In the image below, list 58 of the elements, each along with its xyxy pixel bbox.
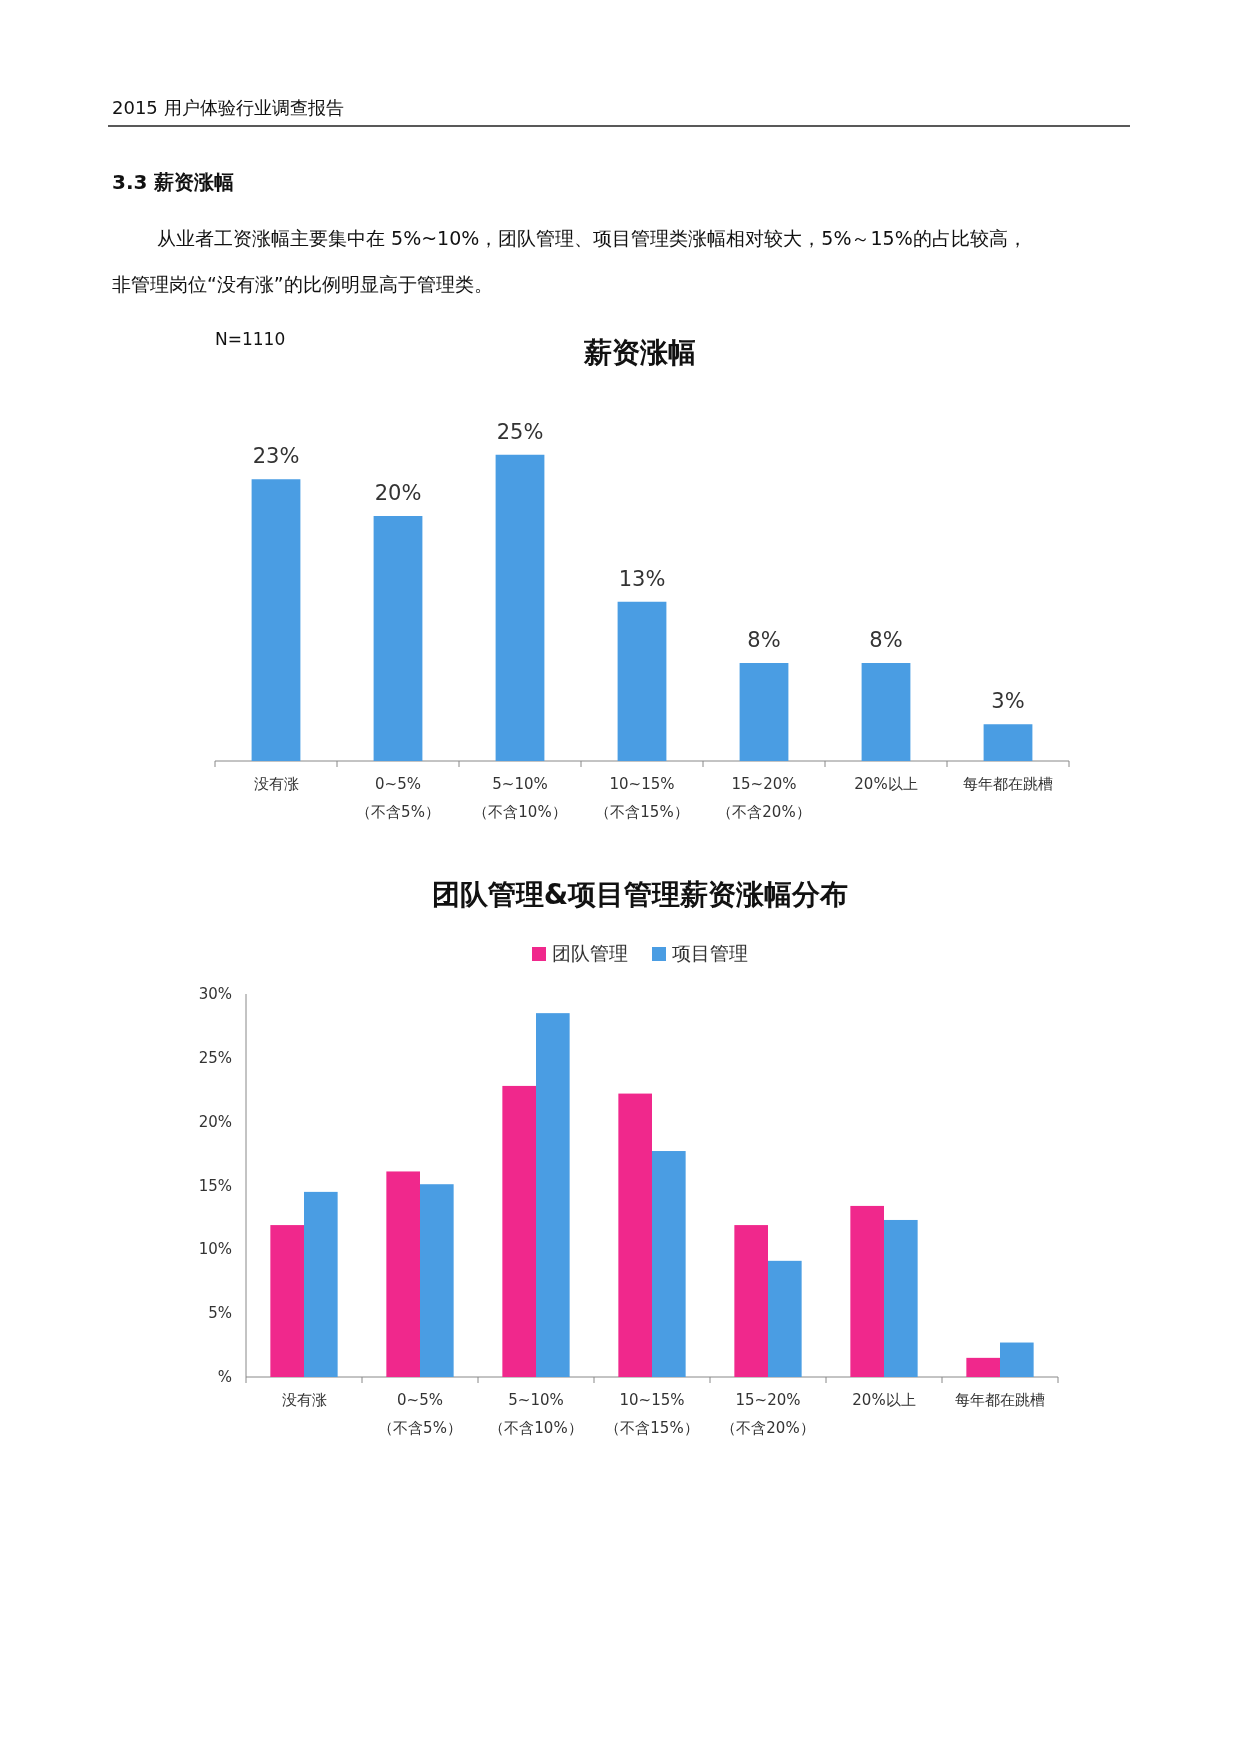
bar [617,601,667,761]
bar [495,454,545,761]
bar [768,1260,802,1377]
bar [739,663,789,761]
bar [251,479,301,761]
legend-label: 项目管理 [672,942,748,964]
x-tick-label: 每年都在跳槽 [963,775,1053,793]
x-tick-label: 没有涨 [281,1391,327,1409]
data-label: 25% [496,419,544,444]
bar [502,1085,536,1377]
bar [1000,1342,1034,1377]
x-tick-label: 5~10% （不含10%） [489,1391,583,1437]
x-tick-label: 每年都在跳槽 [955,1391,1045,1409]
bar [386,1171,420,1377]
y-tick-label: 15% [198,1176,232,1195]
bar [734,1225,768,1377]
legend-label: 团队管理 [552,942,628,964]
bar [304,1191,338,1377]
bar [652,1151,686,1377]
bar [420,1184,454,1377]
y-tick-label: 5% [208,1304,232,1323]
bar [850,1205,884,1377]
data-label: 13% [618,566,666,591]
x-tick-label: 5~10% （不含10%） [473,775,567,821]
x-tick-label: 没有涨 [253,775,299,793]
data-label: 20% [374,481,422,505]
x-tick-label: 15~20% （不含20%） [717,775,811,821]
bar [373,516,423,761]
y-tick-label: % [217,1368,232,1386]
x-tick-label: 20%以上 [854,775,918,793]
x-tick-label: 20%以上 [852,1391,916,1409]
text: 3.3 薪资涨幅 [112,170,235,194]
x-tick-label: 15~20% （不含20%） [721,1391,815,1437]
data-label: 8% [869,628,903,652]
bar [884,1219,918,1377]
x-tick-label: 10~15% （不含15%） [595,775,689,821]
bar [270,1225,304,1377]
y-tick-label: 25% [198,1048,232,1067]
data-label: 23% [252,444,300,469]
chart-title: 团队管理&项目管理薪资涨幅分布 [431,878,849,911]
chart-title: 薪资涨幅 [583,336,696,369]
data-label: 8% [747,628,781,652]
text: N=1110 [215,329,286,349]
text: 从业者工资涨幅主要集中在 5%~10%，团队管理、项目管理类涨幅相对较大，5%～15%的占比较高， [157,227,1027,249]
text: 2015 用户体验行业调查报告 [112,97,344,118]
bar [861,663,911,761]
x-tick-label: 10~15% （不含15%） [605,1391,699,1437]
y-tick-label: 10% [198,1240,232,1259]
y-tick-label: 20% [198,1112,232,1131]
bar [983,724,1033,761]
x-tick-label: 0~5% （不含5%） [356,775,440,821]
x-tick-label: 0~5% （不含5%） [378,1391,462,1437]
y-tick-label: 30% [198,985,232,1003]
bar [536,1013,570,1377]
text: 非管理岗位“没有涨”的比例明显高于管理类。 [112,273,493,295]
data-label: 3% [991,689,1025,714]
bar [966,1357,1000,1377]
bar [618,1093,652,1377]
